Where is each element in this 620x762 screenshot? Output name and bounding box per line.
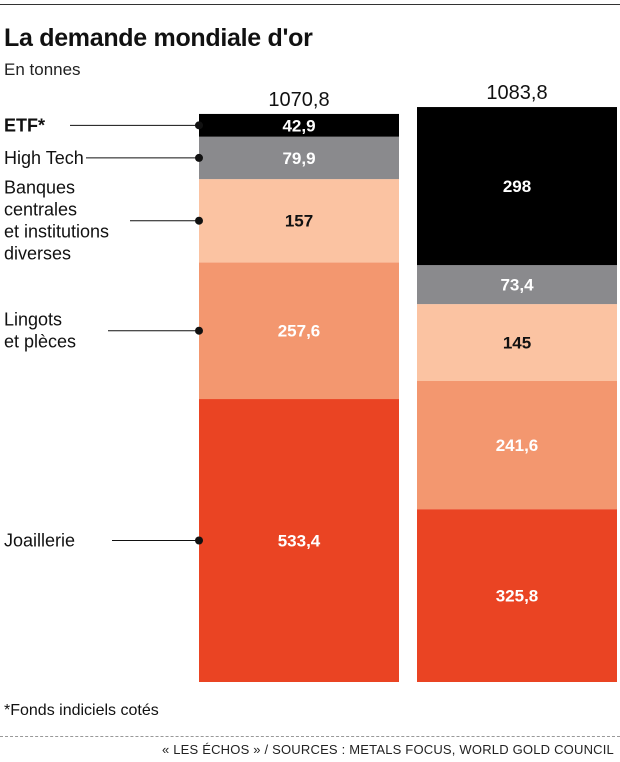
data-label: 533,4 [278,532,321,551]
footnote: *Fonds indiciels cotés [4,702,159,719]
legend-leader-dot [195,536,203,545]
bottom-rule [0,736,620,737]
bar-segment [417,304,617,381]
bar-segment [417,107,617,266]
top-rule [0,4,620,5]
legend-label: Banques centrales et institutions diverses [4,178,109,264]
legend-leader-dot [195,216,203,225]
bar-segment [417,265,617,305]
data-label: 157 [285,212,313,231]
bar-segment [199,399,399,682]
legend-leader-dot [195,121,203,130]
data-label: 257,6 [278,322,321,341]
data-label: 73,4 [500,276,534,295]
bar-segment [199,113,399,137]
data-label: 298 [503,177,531,196]
bar-segment [199,262,399,400]
source-credit: « LES ÉCHOS » / SOURCES : METALS FOCUS, … [161,742,614,757]
bar-segment [417,380,617,510]
bar-segment [199,179,399,263]
chart-title: La demande mondiale d'or [4,24,313,52]
legend-label: Joaillerie [4,531,75,551]
legend-label: High Tech [4,148,84,168]
legend-leader-dot [195,153,203,162]
legend-leader-dot [195,326,203,335]
legend-label: Lingots et plèces [4,310,76,352]
bar-segment [199,136,399,180]
data-label: 241,6 [496,436,539,455]
legend-label: ETF* [4,115,45,135]
data-label: 325,8 [496,587,539,606]
data-label: 145 [503,334,531,353]
chart-subtitle: En tonnes [4,60,81,79]
total-label: 1083,8 [486,82,547,104]
data-label: 42,9 [282,116,315,135]
total-label: 1070,8 [268,89,329,111]
data-label: 79,9 [282,149,315,168]
bar-segment [417,509,617,682]
